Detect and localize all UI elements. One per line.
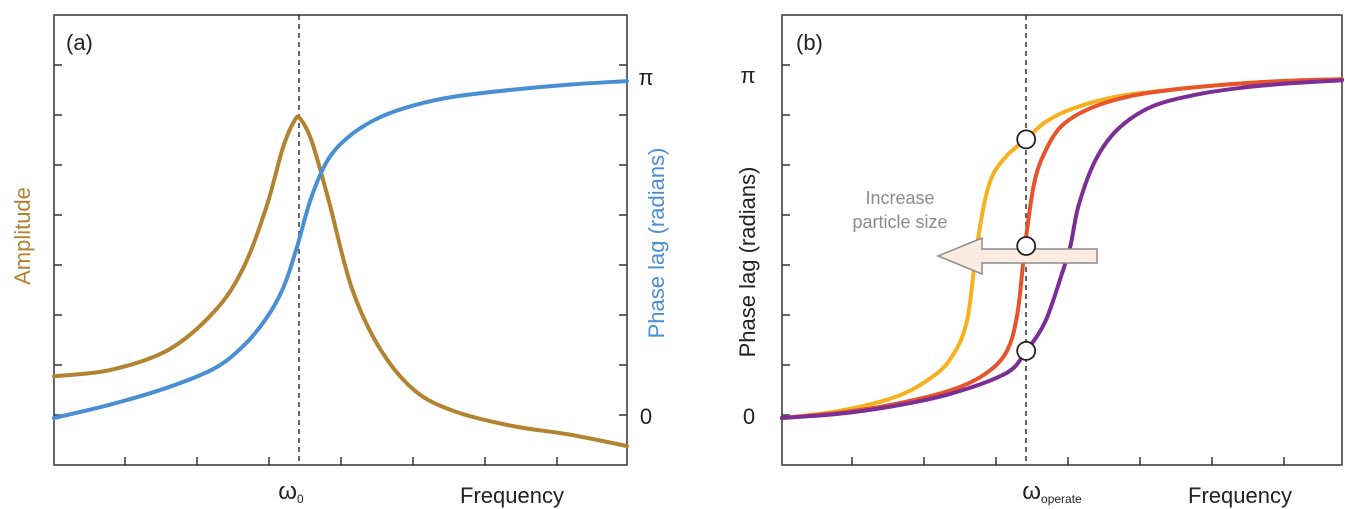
omega-operate-label: ωoperate xyxy=(1022,478,1082,506)
series-group-a xyxy=(52,79,629,448)
amplitude-curve xyxy=(52,114,629,448)
operating-point-marker xyxy=(1016,236,1037,256)
plot-frame-b xyxy=(781,14,1343,466)
phase-curve-purple xyxy=(780,78,1344,420)
right-tick-pi: π xyxy=(638,65,653,90)
x-axis-label-b: Frequency xyxy=(1188,483,1292,508)
annotation-line-2: particle size xyxy=(852,212,947,232)
left-tick-zero-b: 0 xyxy=(743,404,755,429)
bottom-axis-ticks xyxy=(124,457,558,465)
panel-label-a: (a) xyxy=(66,30,93,55)
operating-point-marker xyxy=(1016,340,1037,361)
phase-curve xyxy=(52,79,629,420)
annotation-line-1: Increase xyxy=(865,188,934,208)
panel-a: (a) Amplitude Phase lag (radians) π 0 ω0… xyxy=(10,14,669,508)
operating-point-marker xyxy=(1016,129,1037,150)
left-axis-ticks-b xyxy=(782,64,790,416)
series-group-b xyxy=(780,77,1344,420)
bottom-axis-ticks-b xyxy=(851,457,1285,465)
right-axis-ticks xyxy=(619,64,627,416)
left-axis-ticks xyxy=(54,64,62,416)
operating-points xyxy=(1016,129,1037,361)
left-tick-pi-b: π xyxy=(740,63,755,88)
phase-axis-label-b: Phase lag (radians) xyxy=(735,167,760,358)
x-axis-label-a: Frequency xyxy=(460,483,564,508)
right-tick-zero: 0 xyxy=(640,404,652,429)
phase-axis-label: Phase lag (radians) xyxy=(644,148,669,339)
omega0-label: ω0 xyxy=(278,478,304,506)
amplitude-axis-label: Amplitude xyxy=(10,187,35,285)
panel-label-b: (b) xyxy=(796,30,823,55)
increase-size-arrow xyxy=(936,236,1098,276)
panel-b: Increase particle size (b) Phase lag (ra… xyxy=(735,14,1344,508)
phase-curve-orange xyxy=(780,77,1344,420)
